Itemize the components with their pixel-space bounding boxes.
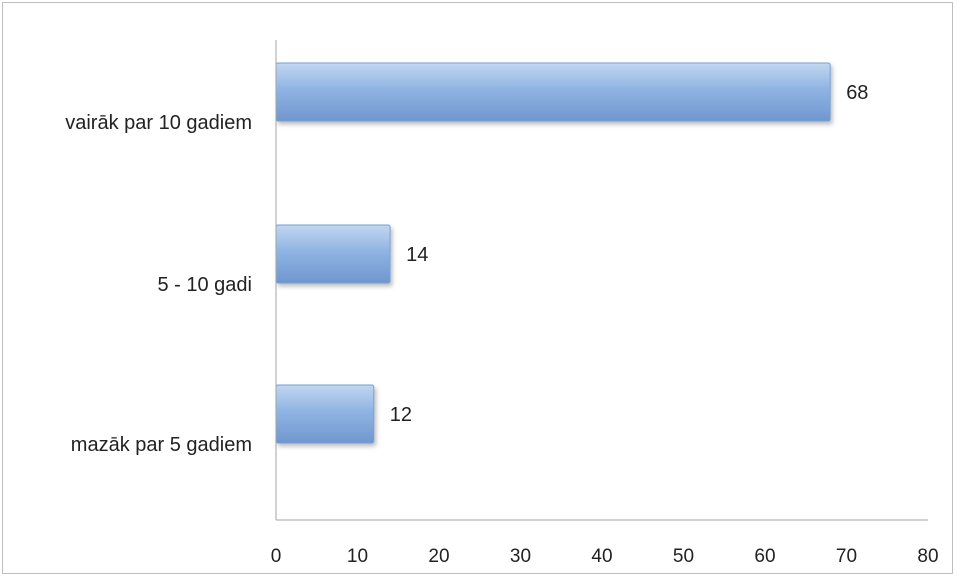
category-label-2: 5 - 10 gadi [157, 274, 252, 296]
bar-2 [275, 224, 391, 284]
x-tick-label-40: 40 [591, 546, 612, 567]
x-tick-label-70: 70 [836, 546, 857, 567]
x-tick-label-20: 20 [428, 546, 449, 567]
data-label-1: 68 [846, 82, 868, 104]
axes-layer [275, 40, 928, 521]
x-tick-label-80: 80 [917, 546, 938, 567]
data-label-3: 12 [390, 404, 412, 426]
bar-3 [275, 384, 375, 444]
x-tick-label-0: 0 [271, 546, 282, 567]
bars-layer [275, 62, 831, 444]
x-tick-label-60: 60 [754, 546, 775, 567]
x-tick-label-30: 30 [510, 546, 531, 567]
category-label-3: mazāk par 5 gadiem [71, 434, 252, 456]
x-tick-label-50: 50 [673, 546, 694, 567]
x-tick-label-10: 10 [347, 546, 368, 567]
bar-1 [275, 62, 831, 122]
labels-layer: 68 vairāk par 10 gadiem 14 5 - 10 gadi 12 maz… [65, 82, 938, 567]
data-label-2: 14 [406, 244, 428, 266]
category-label-1: vairāk par 10 gadiem [65, 112, 252, 134]
